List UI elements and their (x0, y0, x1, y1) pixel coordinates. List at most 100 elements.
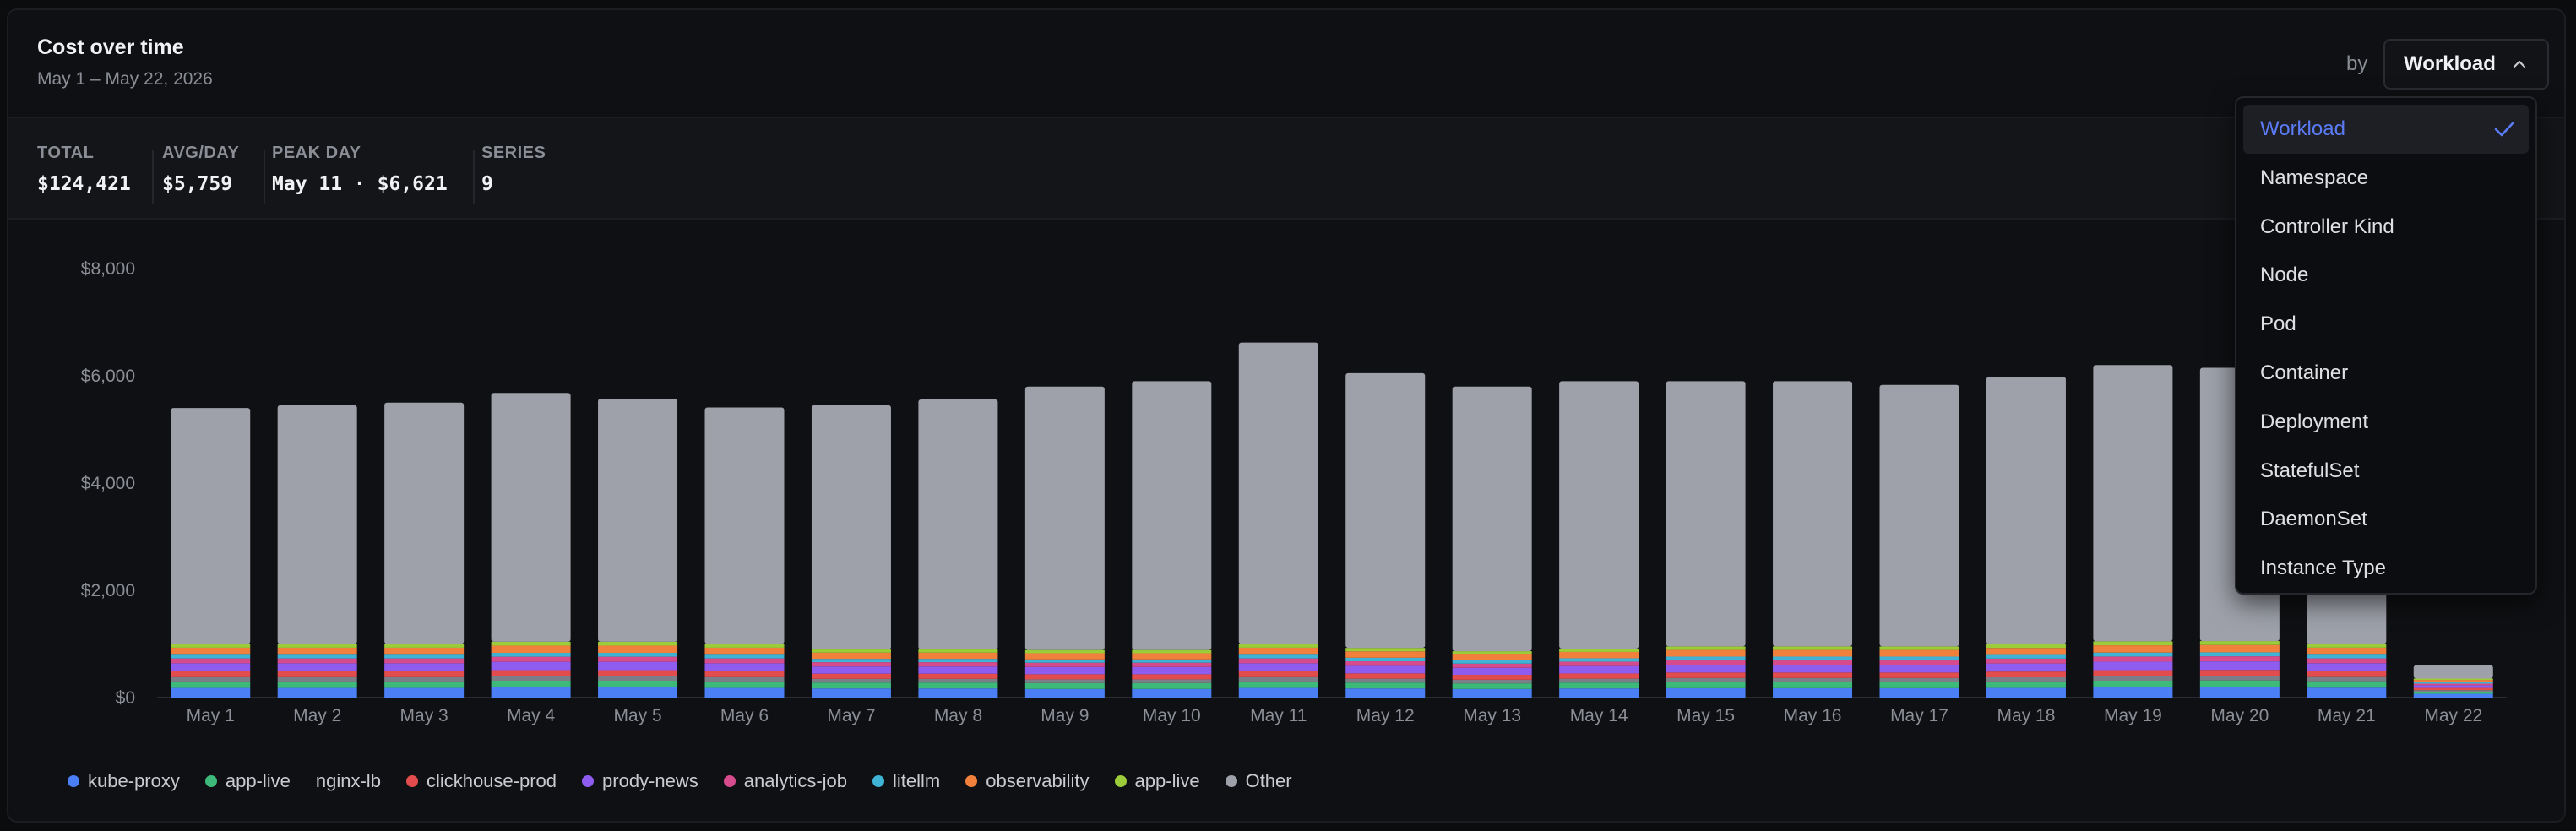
bar-segment-litellm (2413, 682, 2493, 684)
bar-segment-litellm (1666, 656, 1746, 660)
dropdown-option-container[interactable]: Container (2243, 349, 2529, 398)
bar-segment-prody-news (2413, 685, 2493, 688)
bar-segment-app-live (704, 681, 785, 688)
bar-segment-kube-proxy (1132, 688, 1212, 698)
bar-segment-litellm (1024, 659, 1105, 663)
bar-segment-app-live (277, 681, 357, 688)
bar-segment-litellm (1559, 658, 1639, 662)
bar-segment-observability (811, 652, 891, 660)
bar-segment-nginx-lb (1452, 679, 1532, 684)
dropdown-option-label: StatefulSet (2260, 459, 2360, 482)
bar-segment-nginx-lb (598, 676, 678, 681)
bar-segment-prody-news (918, 666, 998, 674)
dropdown-option-daemonset[interactable]: DaemonSet (2243, 495, 2529, 544)
bar-segment-clickhouse-prod (598, 670, 678, 676)
stat-label: PEAK DAY (272, 144, 361, 162)
bar-segment-Other (491, 393, 571, 642)
legend-item[interactable]: analytics-job (723, 770, 847, 792)
bar-segment-clickhouse-prod (1986, 671, 2066, 677)
bar-segment-observability (598, 645, 678, 654)
bar-segment-observability (491, 645, 571, 654)
legend-item[interactable]: litellm (872, 770, 940, 792)
bar-segment-observability (1452, 654, 1532, 660)
bar-segment-clickhouse-prod (2307, 671, 2387, 677)
bar-segment-kube-proxy (491, 687, 571, 698)
bar-segment-kube-proxy (918, 688, 998, 698)
date-range: May 1 – May 22, 2026 (37, 69, 213, 89)
legend-item[interactable]: app-live (1114, 770, 1200, 792)
bar-segment-litellm (704, 654, 785, 659)
dropdown-option-namespace[interactable]: Namespace (2243, 154, 2529, 203)
x-tick-label: May 11 (1250, 706, 1307, 725)
legend-dot-icon (582, 775, 595, 787)
legend-item[interactable]: Other (1225, 770, 1292, 792)
bar-segment-litellm (1132, 659, 1212, 663)
x-tick-label: May 12 (1356, 706, 1415, 725)
legend-item[interactable]: kube-proxy (68, 770, 180, 792)
bar-segment-litellm (2307, 654, 2387, 659)
legend-item[interactable]: observability (965, 770, 1090, 792)
legend-dot-icon (1225, 775, 1237, 787)
stat-label: AVG/DAY (162, 144, 240, 162)
bar-segment-app-live (811, 649, 891, 653)
dropdown-option-workload[interactable]: Workload (2243, 105, 2529, 154)
bar-segment-observability (1773, 649, 1853, 657)
bar-segment-prody-news (1559, 665, 1639, 674)
dropdown-option-pod[interactable]: Pod (2243, 300, 2529, 349)
stat-divider (473, 150, 475, 204)
bar-segment-app-live (1666, 646, 1746, 650)
bar-segment-prody-news (2199, 661, 2280, 671)
legend-item[interactable]: nginx-lb (316, 770, 381, 792)
cost-over-time-card: Cost over time May 1 – May 22, 2026 by W… (7, 8, 2566, 823)
legend-label: nginx-lb (315, 770, 381, 791)
legend-item[interactable]: prody-news (582, 770, 698, 792)
bar-segment-app-live (2199, 641, 2280, 645)
bar-segment-app-live (1345, 682, 1426, 689)
bar-segment-app-live (384, 681, 465, 688)
y-tick-label: $2,000 (81, 581, 135, 600)
dropdown-option-instance-type[interactable]: Instance Type (2243, 544, 2529, 593)
y-tick-label: $6,000 (81, 367, 135, 386)
bar-segment-Other (384, 402, 465, 644)
bar-segment-app-live (704, 644, 785, 648)
bar-segment-app-live (918, 649, 998, 653)
x-tick-label: May 9 (1041, 706, 1089, 725)
legend-dot-icon (1114, 775, 1127, 787)
bar-segment-app-live (171, 644, 251, 648)
dropdown-option-statefulset[interactable]: StatefulSet (2243, 447, 2529, 496)
stat-series: SERIES 9 (481, 144, 546, 195)
bar-segment-prody-news (277, 663, 357, 671)
bar-segment-observability (1666, 649, 1746, 657)
bar-segment-app-live (918, 682, 998, 689)
bar-segment-clickhouse-prod (918, 673, 998, 679)
bar-segment-analytics-job (2413, 683, 2493, 686)
legend-item[interactable]: clickhouse-prod (405, 770, 557, 792)
dropdown-option-deployment[interactable]: Deployment (2243, 398, 2529, 447)
bar-segment-app-live (1879, 646, 1959, 650)
bar-segment-observability (171, 647, 251, 655)
bar-segment-nginx-lb (384, 676, 465, 682)
dropdown-option-controller-kind[interactable]: Controller Kind (2243, 203, 2529, 252)
stats-strip: TOTAL $124,421 AVG/DAY $5,759 PEAK DAY M… (8, 117, 2564, 220)
check-icon (2494, 122, 2514, 137)
bar-segment-observability (1238, 647, 1318, 655)
x-tick-label: May 21 (2318, 706, 2376, 725)
bar-segment-app-live (1879, 682, 1959, 688)
bar-segment-litellm (384, 654, 465, 659)
bar-segment-kube-proxy (598, 687, 678, 698)
x-tick-label: May 18 (1997, 706, 2056, 725)
bar-segment-app-live (1132, 649, 1212, 654)
bar-segment-clickhouse-prod (1024, 674, 1105, 680)
bar-segment-analytics-job (1773, 660, 1853, 665)
group-by-button[interactable]: Workload (2383, 39, 2549, 90)
bar-segment-app-live (277, 644, 357, 648)
dropdown-option-node[interactable]: Node (2243, 251, 2529, 300)
bar-segment-Other (598, 399, 678, 642)
bar-segment-clickhouse-prod (811, 673, 891, 679)
legend-item[interactable]: app-live (204, 770, 291, 792)
card-header: Cost over time May 1 – May 22, 2026 by W… (8, 10, 2564, 117)
bar-segment-clickhouse-prod (1666, 672, 1746, 678)
bar-segment-kube-proxy (384, 687, 465, 698)
bar-segment-kube-proxy (1559, 688, 1639, 698)
stacked-bar-chart: $0 $2,000 $4,000 $6,000 $8,000 May 1 May 2 May … (81, 259, 2507, 725)
